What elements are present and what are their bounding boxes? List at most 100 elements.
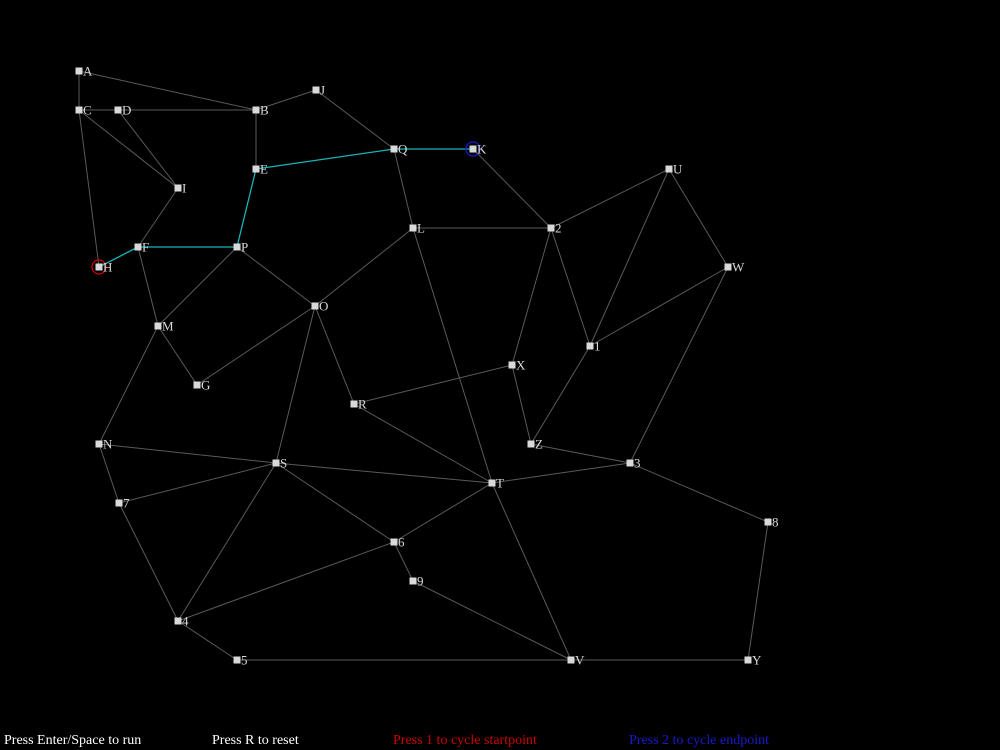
node-7[interactable]: 7 [115,496,131,511]
edge-R-X [353,364,513,405]
node-I[interactable]: I [174,181,187,196]
node-4[interactable]: 4 [174,614,190,629]
start-marker [91,259,107,275]
node-label-M: M [162,319,174,334]
node-label-Z: Z [535,437,543,452]
node-B[interactable]: B [252,103,270,118]
node-M[interactable]: M [154,319,175,334]
edge-3-T [491,462,631,484]
node-O[interactable]: O [311,299,329,314]
node-square-H [95,263,103,271]
edge-Q-L [393,148,414,229]
node-label-P: P [241,240,248,255]
node-square-7 [115,499,123,507]
node-5[interactable]: 5 [233,653,248,668]
reset-instruction: Press R to reset [212,733,299,748]
node-square-2 [547,224,555,232]
node-square-D [114,106,122,114]
node-6[interactable]: 6 [390,535,406,550]
path-edge-E-Q [255,148,395,170]
node-label-A: A [83,64,93,79]
node-R[interactable]: R [350,397,368,412]
edge-7-S [118,462,277,504]
node-U[interactable]: U [665,162,684,177]
edge-T-V [491,482,572,661]
edge-U-W [668,168,729,268]
node-label-X: X [516,358,526,373]
node-label-E: E [260,162,268,177]
node-L[interactable]: L [409,221,426,236]
node-J[interactable]: J [312,83,326,98]
node-Q[interactable]: Q [390,142,409,157]
node-square-B [252,106,260,114]
node-square-3 [626,459,634,467]
node-square-1 [586,342,594,350]
node-X[interactable]: X [508,358,527,373]
node-square-A [75,67,83,75]
node-1[interactable]: 1 [586,339,601,354]
node-label-S: S [280,456,287,471]
node-label-3: 3 [634,456,641,471]
markers-layer [91,141,481,275]
node-S[interactable]: S [272,456,288,471]
node-label-1: 1 [594,339,601,354]
node-G[interactable]: G [193,378,211,393]
edge-7-4 [118,502,179,622]
node-square-X [508,361,516,369]
node-label-C: C [83,103,92,118]
node-9[interactable]: 9 [409,574,424,589]
node-label-2: 2 [555,221,562,236]
node-D[interactable]: D [114,103,132,118]
node-Y[interactable]: Y [744,653,763,668]
node-label-G: G [201,378,210,393]
node-label-B: B [260,103,269,118]
node-H[interactable]: H [95,260,113,275]
node-square-9 [409,577,417,585]
edge-F-M [137,246,159,327]
node-8[interactable]: 8 [764,515,779,530]
edge-S-T [275,462,493,484]
node-C[interactable]: C [75,103,92,118]
edge-D-I [117,109,179,189]
node-F[interactable]: F [134,240,150,255]
edge-O-S [275,305,316,464]
node-A[interactable]: A [75,64,94,79]
edge-J-Q [315,89,395,150]
node-label-R: R [358,397,367,412]
edge-B-J [255,89,317,111]
node-3[interactable]: 3 [626,456,641,471]
node-label-T: T [496,476,504,491]
edge-A-B [78,70,257,111]
node-square-O [311,302,319,310]
node-E[interactable]: E [252,162,269,177]
path-layer [98,148,473,268]
node-label-9: 9 [417,574,424,589]
node-2[interactable]: 2 [547,221,562,236]
node-square-Z [527,440,535,448]
node-P[interactable]: P [233,240,249,255]
node-square-E [252,165,260,173]
node-square-V [567,656,575,664]
node-label-F: F [142,240,149,255]
node-square-Y [744,656,752,664]
edge-6-4 [177,541,395,622]
edge-W-3 [629,266,729,464]
edge-6-9 [393,541,414,582]
edge-3-8 [629,462,769,523]
node-Z[interactable]: Z [527,437,544,452]
edge-4-5 [177,620,238,661]
node-N[interactable]: N [95,437,114,452]
node-label-6: 6 [398,535,405,550]
node-V[interactable]: V [567,653,586,668]
node-label-O: O [319,299,328,314]
node-label-Q: Q [398,142,408,157]
node-W[interactable]: W [724,260,746,275]
edge-L-O [314,227,414,307]
node-square-6 [390,538,398,546]
node-square-M [154,322,162,330]
edge-2-X [511,227,552,366]
node-T[interactable]: T [488,476,505,491]
node-K[interactable]: K [469,142,488,157]
node-label-V: V [575,653,585,668]
